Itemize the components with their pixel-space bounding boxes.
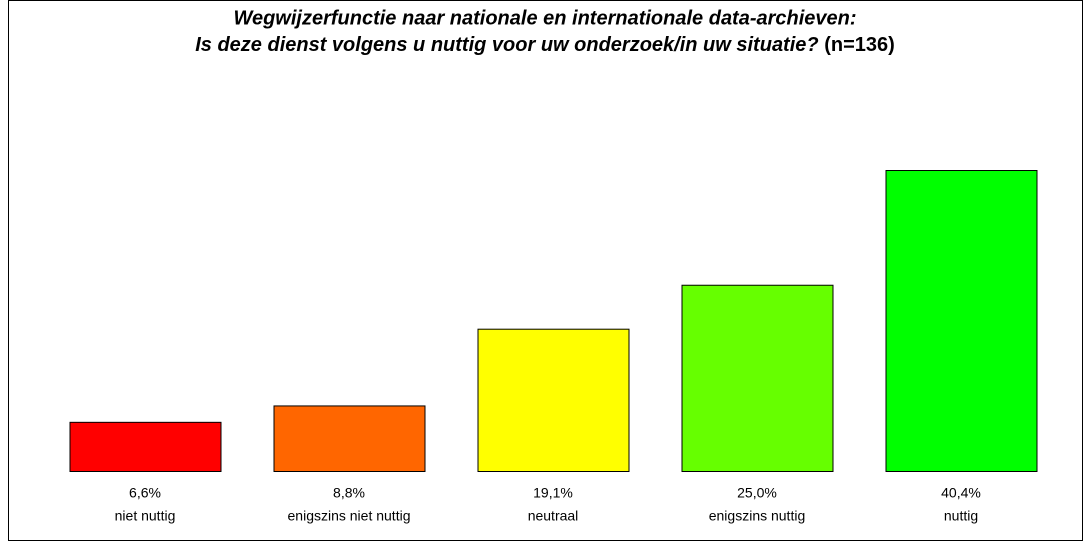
bar — [477, 328, 630, 473]
bar — [681, 284, 834, 472]
value-label: 8,8% — [333, 485, 365, 501]
bar — [885, 170, 1038, 472]
chart-title: Is deze dienst volgens u nuttig voor uw … — [195, 34, 895, 56]
x-tick-label: enigszins nuttig — [709, 508, 806, 524]
chart-title: Wegwijzerfunctie naar nationale en inter… — [233, 7, 856, 29]
x-tick-label: nuttig — [944, 508, 978, 524]
x-tick-label: niet nuttig — [115, 508, 176, 524]
x-tick-label: neutraal — [528, 508, 579, 524]
x-tick-label: enigszins niet nuttig — [288, 508, 411, 524]
bar — [69, 421, 222, 472]
bar — [273, 405, 426, 472]
value-label: 19,1% — [533, 485, 573, 501]
chart-title: Is deze dienst volgens u nuttig voor uw … — [195, 34, 818, 56]
sample-size: (n=136) — [824, 34, 895, 56]
value-label: 25,0% — [737, 485, 777, 501]
value-label: 40,4% — [941, 485, 981, 501]
value-label: 6,6% — [129, 485, 161, 501]
